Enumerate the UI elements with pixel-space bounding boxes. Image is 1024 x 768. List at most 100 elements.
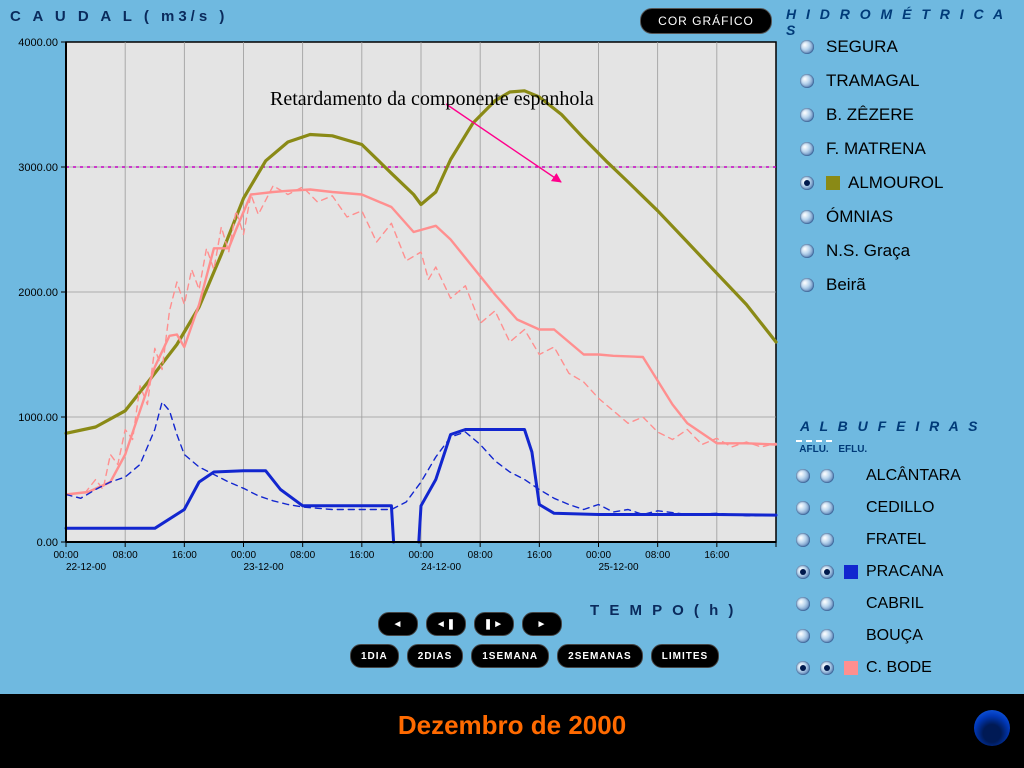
- albufeiras-column-headers: AFLU. EFLU.: [796, 440, 871, 455]
- hidro-item-7[interactable]: Beirã: [800, 268, 1020, 302]
- chart: 0.00 1000.00 2000.00 3000.00 4000.00 00:00 08:…: [6, 34, 780, 594]
- color-graph-button[interactable]: COR GRÁFICO: [640, 8, 772, 34]
- hidro-item-6[interactable]: N.S. Graça: [800, 234, 1020, 268]
- aflu-header: AFLU.: [796, 440, 832, 455]
- hidrometricas-list: SEGURA TRAMAGAL B. ZÊZERE F. MATRENA ALMOURO…: [800, 30, 1020, 302]
- radio-icon[interactable]: [800, 74, 814, 88]
- svg-text:16:00: 16:00: [704, 550, 729, 561]
- step-back-button[interactable]: ◄❚: [426, 612, 466, 636]
- svg-text:08:00: 08:00: [468, 550, 493, 561]
- aflu-radio-icon[interactable]: [796, 597, 810, 611]
- range-1dia[interactable]: 1DIA: [350, 644, 399, 668]
- color-swatch: [844, 469, 858, 483]
- range-buttons: 1DIA 2DIAS 1SEMANA 2SEMANAS LIMITES: [350, 644, 719, 668]
- albu-item-0[interactable]: ALCÂNTARA: [796, 460, 1022, 492]
- nav-buttons: ◄ ◄❚ ❚► ►: [378, 612, 562, 636]
- station-label: F. MATRENA: [826, 139, 926, 159]
- station-label: TRAMAGAL: [826, 71, 920, 91]
- footer-title: Dezembro de 2000: [0, 710, 1024, 741]
- radio-icon[interactable]: [800, 108, 814, 122]
- albu-item-6[interactable]: C. BODE: [796, 652, 1022, 684]
- svg-text:08:00: 08:00: [113, 550, 138, 561]
- svg-text:16:00: 16:00: [527, 550, 552, 561]
- hidro-item-1[interactable]: TRAMAGAL: [800, 64, 1020, 98]
- range-2dias[interactable]: 2DIAS: [407, 644, 463, 668]
- albu-item-1[interactable]: CEDILLO: [796, 492, 1022, 524]
- prev-button[interactable]: ◄: [378, 612, 418, 636]
- station-label: CEDILLO: [866, 499, 934, 517]
- aflu-radio-icon[interactable]: [796, 565, 810, 579]
- svg-text:3000.00: 3000.00: [18, 162, 58, 174]
- aflu-radio-icon[interactable]: [796, 469, 810, 483]
- svg-text:16:00: 16:00: [172, 550, 197, 561]
- range-1semana[interactable]: 1SEMANA: [471, 644, 549, 668]
- radio-icon[interactable]: [800, 278, 814, 292]
- station-label: BOUÇA: [866, 627, 923, 645]
- color-swatch: [844, 629, 858, 643]
- svg-text:2000.00: 2000.00: [18, 287, 58, 299]
- svg-text:00:00: 00:00: [408, 550, 433, 561]
- svg-text:1000.00: 1000.00: [18, 412, 58, 424]
- svg-text:00:00: 00:00: [53, 550, 78, 561]
- albu-item-3[interactable]: PRACANA: [796, 556, 1022, 588]
- eflu-radio-icon[interactable]: [820, 469, 834, 483]
- station-label: PRACANA: [866, 563, 943, 581]
- next-button[interactable]: ►: [522, 612, 562, 636]
- y-axis-title: C A U D A L ( m3/s ): [10, 8, 228, 25]
- hidro-item-5[interactable]: ÓMNIAS: [800, 200, 1020, 234]
- svg-text:25-12-00: 25-12-00: [599, 562, 639, 573]
- color-swatch: [844, 501, 858, 515]
- x-axis-title: T E M P O ( h ): [590, 602, 736, 619]
- hidro-item-3[interactable]: F. MATRENA: [800, 132, 1020, 166]
- color-swatch: [844, 661, 858, 675]
- station-label: ÓMNIAS: [826, 207, 893, 227]
- color-swatch: [844, 565, 858, 579]
- logo-icon: [974, 710, 1010, 746]
- albufeiras-list: ALCÂNTARA CEDILLO FRATEL PRACANA CABRIL BOUÇA…: [796, 460, 1022, 684]
- eflu-header: EFLU.: [835, 444, 871, 455]
- albufeiras-heading: A L B U F E I R A S: [800, 418, 980, 434]
- hidro-item-4[interactable]: ALMOUROL: [800, 166, 1020, 200]
- svg-text:16:00: 16:00: [349, 550, 374, 561]
- radio-icon[interactable]: [800, 244, 814, 258]
- eflu-radio-icon[interactable]: [820, 597, 834, 611]
- hidro-item-0[interactable]: SEGURA: [800, 30, 1020, 64]
- aflu-radio-icon[interactable]: [796, 501, 810, 515]
- range-2semanas[interactable]: 2SEMANAS: [557, 644, 643, 668]
- eflu-radio-icon[interactable]: [820, 565, 834, 579]
- svg-text:0.00: 0.00: [37, 537, 58, 549]
- step-fwd-button[interactable]: ❚►: [474, 612, 514, 636]
- albu-item-5[interactable]: BOUÇA: [796, 620, 1022, 652]
- radio-icon[interactable]: [800, 40, 814, 54]
- albu-item-2[interactable]: FRATEL: [796, 524, 1022, 556]
- range-limites[interactable]: LIMITES: [651, 644, 719, 668]
- color-swatch: [844, 533, 858, 547]
- eflu-radio-icon[interactable]: [820, 661, 834, 675]
- color-swatch: [844, 597, 858, 611]
- hidro-item-2[interactable]: B. ZÊZERE: [800, 98, 1020, 132]
- station-label: B. ZÊZERE: [826, 105, 914, 125]
- svg-text:08:00: 08:00: [290, 550, 315, 561]
- station-label: ALMOUROL: [848, 173, 943, 193]
- svg-text:22-12-00: 22-12-00: [66, 562, 106, 573]
- radio-icon[interactable]: [800, 142, 814, 156]
- station-label: SEGURA: [826, 37, 898, 57]
- eflu-radio-icon[interactable]: [820, 533, 834, 547]
- svg-text:4000.00: 4000.00: [18, 37, 58, 49]
- station-label: FRATEL: [866, 531, 926, 549]
- aflu-radio-icon[interactable]: [796, 629, 810, 643]
- radio-icon[interactable]: [800, 210, 814, 224]
- eflu-radio-icon[interactable]: [820, 501, 834, 515]
- svg-text:00:00: 00:00: [586, 550, 611, 561]
- station-label: CABRIL: [866, 595, 924, 613]
- eflu-radio-icon[interactable]: [820, 629, 834, 643]
- station-label: Beirã: [826, 275, 866, 295]
- annotation-text: Retardamento da componente espanhola: [270, 88, 594, 111]
- svg-text:24-12-00: 24-12-00: [421, 562, 461, 573]
- radio-icon[interactable]: [800, 176, 814, 190]
- svg-text:00:00: 00:00: [231, 550, 256, 561]
- aflu-radio-icon[interactable]: [796, 533, 810, 547]
- albu-item-4[interactable]: CABRIL: [796, 588, 1022, 620]
- svg-text:23-12-00: 23-12-00: [244, 562, 284, 573]
- aflu-radio-icon[interactable]: [796, 661, 810, 675]
